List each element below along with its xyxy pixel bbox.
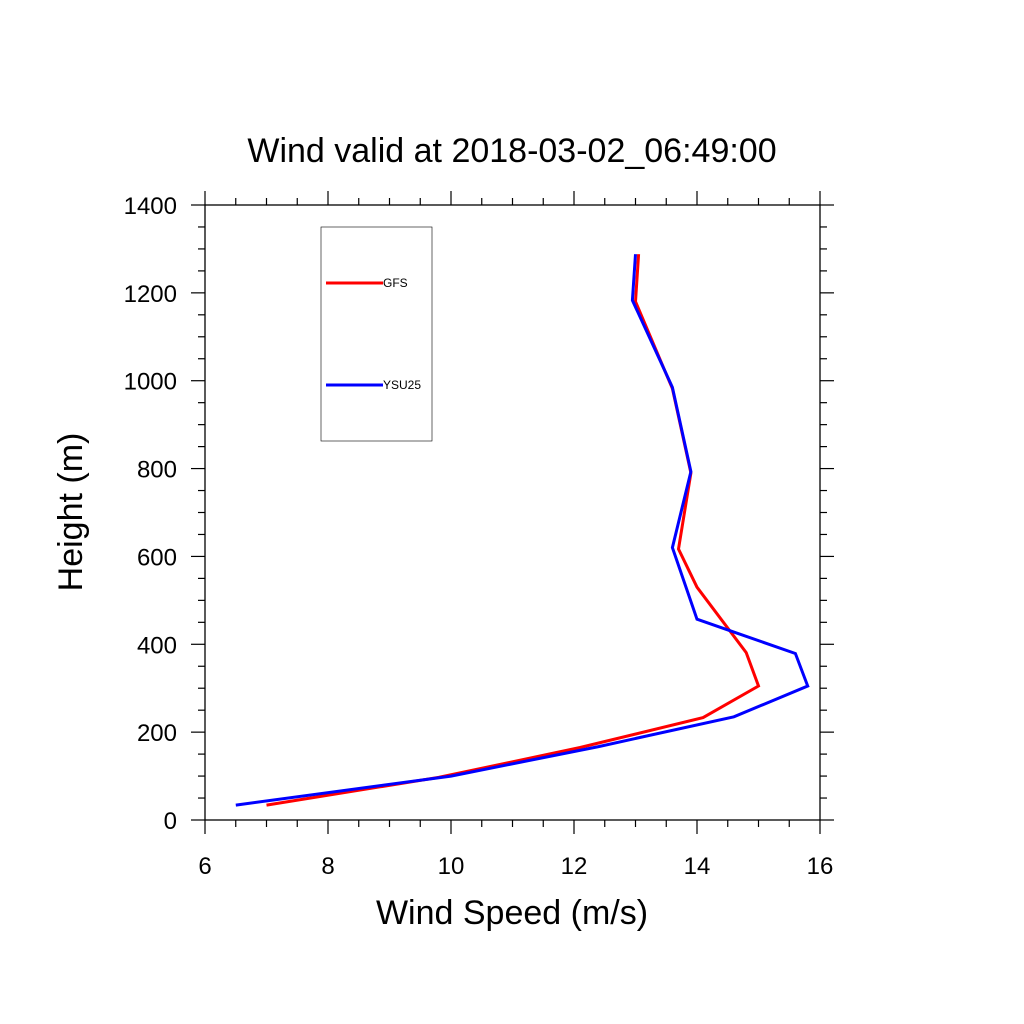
x-tick-label: 6: [198, 853, 211, 880]
x-tick-label: 8: [321, 853, 334, 880]
y-tick-label: 400: [137, 632, 177, 659]
y-tick-label: 600: [137, 544, 177, 571]
x-tick-label: 16: [807, 853, 834, 880]
legend: GFS YSU25: [320, 226, 433, 442]
x-tick-label: 14: [684, 853, 711, 880]
x-tick-label: 12: [561, 853, 588, 880]
series-line-ysu25: [235, 254, 810, 807]
y-tick-label: 800: [137, 457, 177, 484]
y-axis-label: Height (m): [52, 433, 90, 592]
y-tick-label: 1400: [124, 193, 177, 220]
x-axis-label: Wind Speed (m/s): [376, 894, 648, 932]
legend-label-gfs: GFS: [383, 276, 408, 290]
x-tick-label: 10: [438, 853, 465, 880]
y-tick-label: 1000: [124, 369, 177, 396]
y-tick-label: 1200: [124, 281, 177, 308]
plot-frame: [204, 204, 821, 821]
chart-title: Wind valid at 2018-03-02_06:49:00: [247, 132, 776, 170]
y-tick-label: 0: [164, 808, 177, 835]
plot-area: 6 8 10 12 14 16 0 200 400 600 800 1000 1200 1400 GFS YS…: [124, 191, 834, 880]
y-tick-label: 200: [137, 720, 177, 747]
legend-label-ysu25: YSU25: [383, 378, 421, 392]
legend-box: [320, 226, 433, 442]
